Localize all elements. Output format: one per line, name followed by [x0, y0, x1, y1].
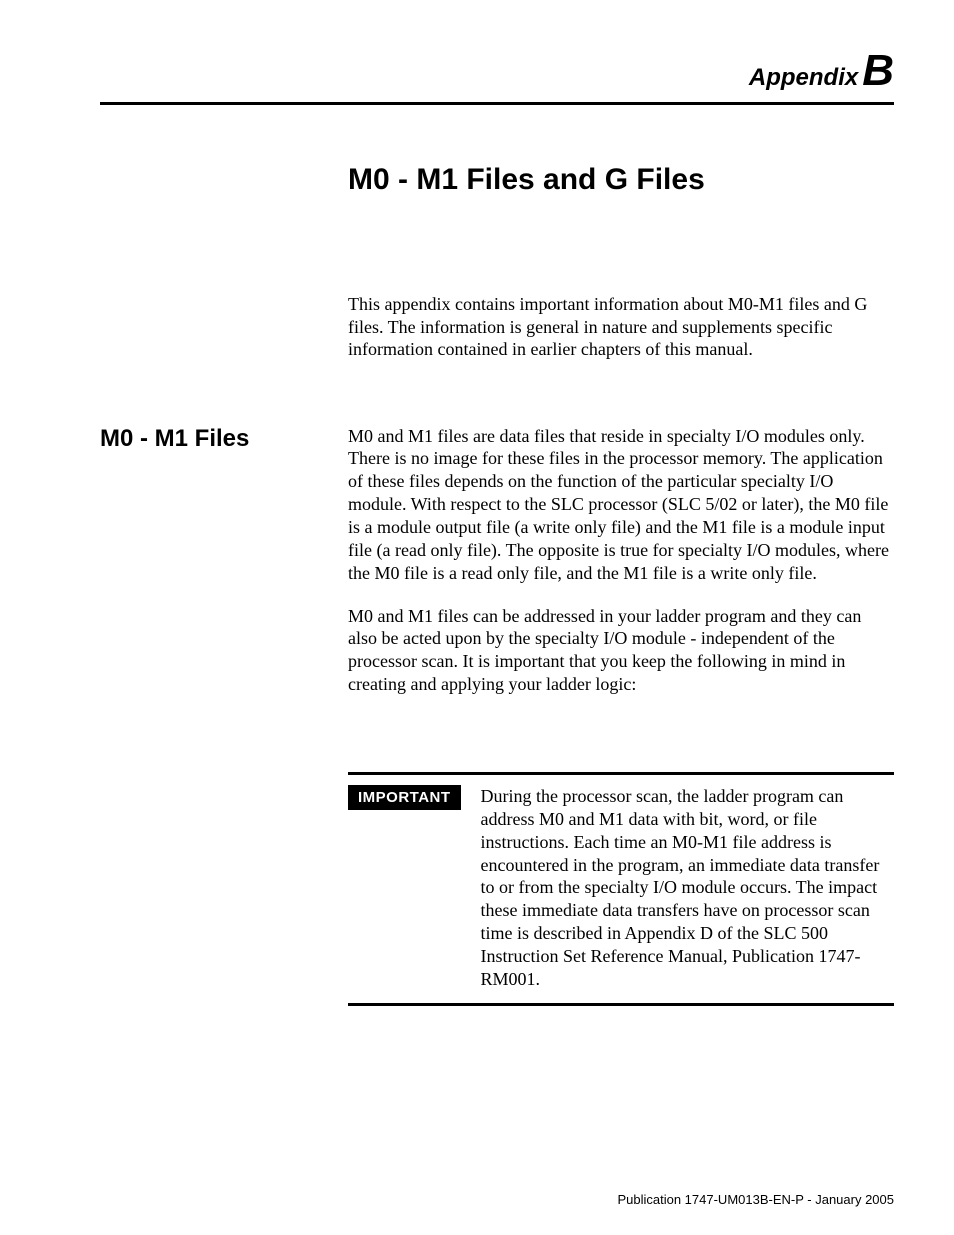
page-header: AppendixB: [100, 46, 894, 96]
section-body: M0 and M1 files are data files that resi…: [348, 425, 894, 716]
callout-label: IMPORTANT: [348, 785, 461, 810]
section: M0 - M1 Files M0 and M1 files are data f…: [100, 425, 894, 716]
callout-text: During the processor scan, the ladder pr…: [481, 785, 894, 991]
chapter-title: M0 - M1 Files and G Files: [348, 163, 894, 197]
header-rule: [100, 102, 894, 105]
section-heading: M0 - M1 Files: [100, 425, 348, 716]
section-paragraph: M0 and M1 files are data files that resi…: [348, 425, 894, 585]
intro-paragraph: This appendix contains important informa…: [348, 293, 894, 361]
important-callout: IMPORTANT During the processor scan, the…: [348, 772, 894, 1006]
page: AppendixB M0 - M1 Files and G Files This…: [0, 0, 954, 1235]
section-paragraph: M0 and M1 files can be addressed in your…: [348, 605, 894, 696]
appendix-letter: B: [862, 46, 894, 95]
appendix-word: Appendix: [749, 64, 858, 91]
page-footer: Publication 1747-UM013B-EN-P - January 2…: [617, 1192, 894, 1207]
